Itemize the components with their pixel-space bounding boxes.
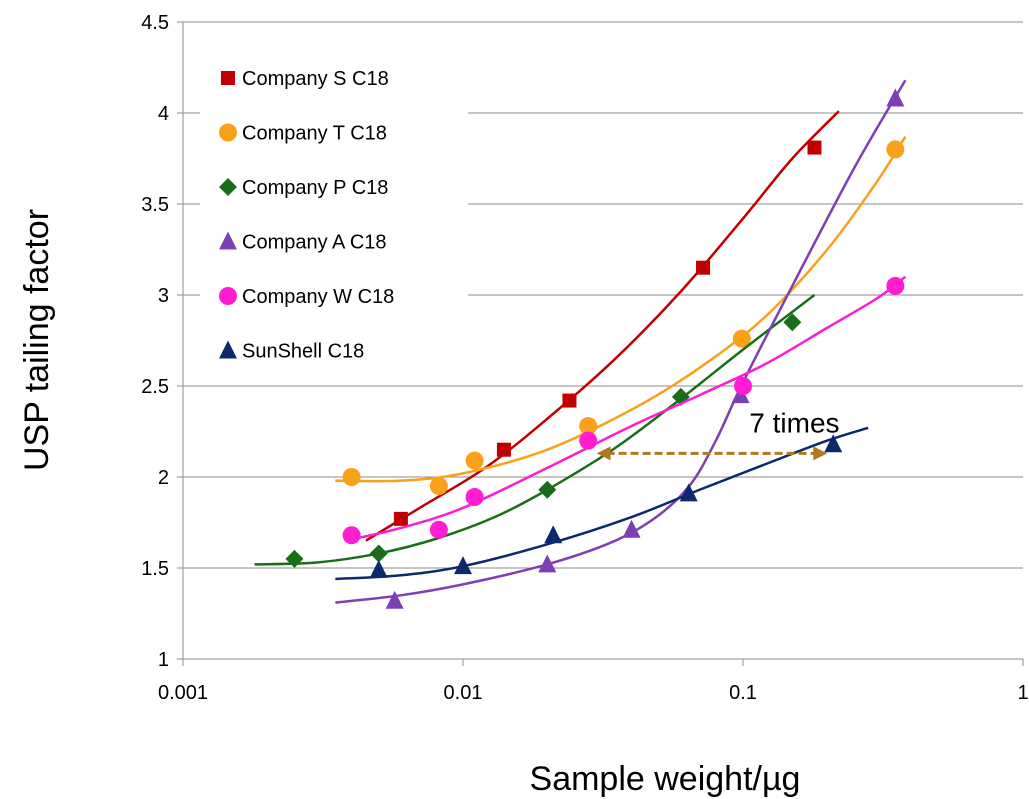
data-point <box>454 556 472 575</box>
legend-marker <box>219 231 237 250</box>
annotation-text: 7 times <box>749 407 839 438</box>
data-point <box>496 442 511 457</box>
legend-marker <box>221 71 235 85</box>
annotation-arrow-head-right <box>813 446 828 461</box>
x-tick-label: 0.1 <box>729 682 757 704</box>
y-tick-label: 2.5 <box>141 376 169 398</box>
tick-labels: 1 1.5 2 2.5 3 3.5 4 4.5 0.001 0.01 0.1 1 <box>141 12 1028 704</box>
data-point <box>538 480 557 499</box>
legend-label: Company A C18 <box>242 232 387 254</box>
legend-label: SunShell C18 <box>242 341 364 363</box>
legend-marker <box>219 178 237 196</box>
y-axis-title: USP tailing factor <box>18 209 56 471</box>
legend-item: Company W C18 <box>219 286 394 308</box>
y-tick-label: 1 <box>158 649 169 671</box>
legend-label: Company S C18 <box>242 68 389 90</box>
data-point <box>393 511 408 526</box>
data-point <box>732 329 751 348</box>
data-point <box>696 260 711 275</box>
legend-item: Company P C18 <box>219 177 388 199</box>
y-tick-label: 4.5 <box>141 12 169 34</box>
y-tick-label: 3 <box>158 285 169 307</box>
legend-item: SunShell C18 <box>219 340 364 363</box>
legend: Company S C18 Company T C18 Company P C18 C… <box>200 54 468 384</box>
data-point <box>544 525 563 544</box>
data-point <box>679 483 698 502</box>
legend-item: Company S C18 <box>221 68 389 90</box>
data-point <box>342 526 361 545</box>
y-tick-label: 2 <box>158 467 169 489</box>
data-point <box>622 519 641 538</box>
data-point <box>369 559 388 578</box>
data-point <box>824 434 843 453</box>
data-point <box>385 590 404 609</box>
data-point <box>886 88 905 107</box>
y-tick-label: 3.5 <box>141 194 169 216</box>
trendline <box>365 110 840 542</box>
trendline <box>345 275 907 542</box>
y-tick-label: 4 <box>158 103 169 125</box>
annotation-arrow-head-left <box>596 446 611 461</box>
legend-item: Company T C18 <box>219 123 387 145</box>
legend-item: Company A C18 <box>219 231 387 254</box>
legend-label: Company T C18 <box>242 123 387 145</box>
trendline <box>335 426 869 581</box>
data-point <box>465 488 484 507</box>
data-point <box>579 417 598 436</box>
data-point <box>579 431 598 450</box>
legend-label: Company P C18 <box>242 177 388 199</box>
data-point <box>369 544 388 563</box>
legend-background <box>200 54 468 384</box>
legend-label: Company W C18 <box>242 286 394 308</box>
plot-area <box>254 79 907 609</box>
data-point <box>342 468 361 486</box>
series-4 <box>342 275 907 545</box>
legend-marker <box>219 340 237 359</box>
data-point <box>734 377 752 395</box>
data-point <box>807 140 822 155</box>
data-point <box>429 477 448 496</box>
legend-marker <box>219 123 237 142</box>
legend-marker <box>219 287 237 305</box>
data-point <box>886 276 905 295</box>
series-1 <box>335 135 907 496</box>
x-axis-title: Sample weight/µg <box>530 760 801 798</box>
x-tick-label: 0.001 <box>158 682 208 704</box>
y-tick-label: 1.5 <box>141 558 169 580</box>
x-tick-label: 0.01 <box>444 682 483 704</box>
trendline <box>254 294 816 566</box>
axes <box>177 21 1024 666</box>
series-0 <box>365 110 840 542</box>
data-point <box>429 520 448 539</box>
annotation: 7 times <box>596 407 840 461</box>
x-tick-label: 1 <box>1017 682 1028 704</box>
data-point <box>538 554 557 573</box>
data-point <box>562 393 577 408</box>
data-point <box>465 451 484 470</box>
data-point <box>285 549 304 568</box>
data-point <box>783 313 802 332</box>
series-5 <box>335 426 869 581</box>
series-2 <box>254 294 816 568</box>
data-point <box>886 140 905 159</box>
